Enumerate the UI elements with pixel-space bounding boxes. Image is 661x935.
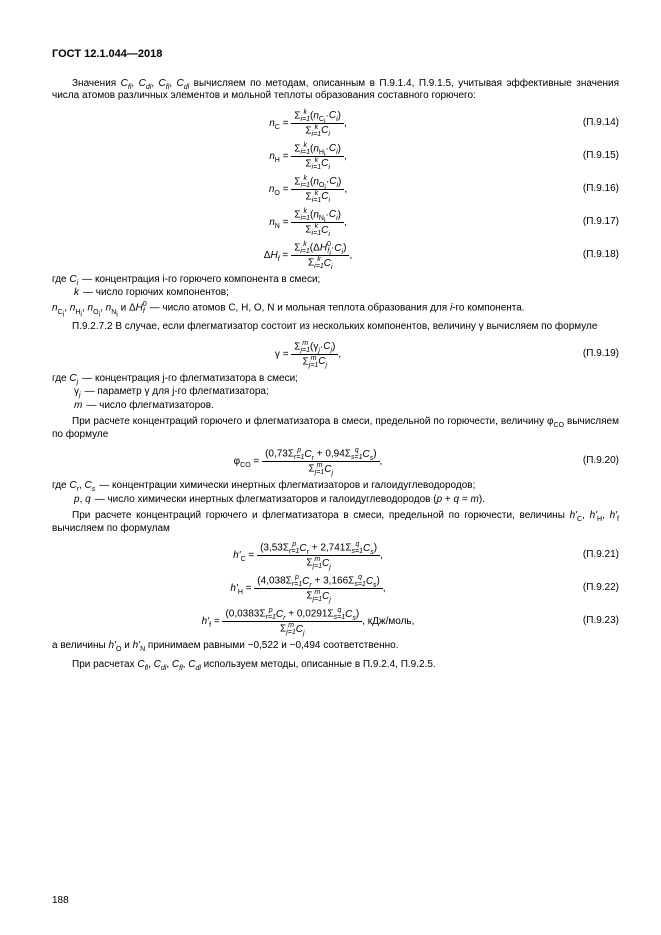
page-number: 188 xyxy=(52,895,69,908)
eq-tag: (П.9.19) xyxy=(564,348,619,361)
p9272: П.9.2.7.2 В случае, если флегматизатор с… xyxy=(52,321,619,334)
where-block-3: где Cr, Cs — концентрации химически инер… xyxy=(52,480,619,506)
page: ГОСТ 12.1.044—2018 Значения Cfl, Cdl, Cf… xyxy=(0,0,661,935)
para-6: При расчетах Cfl, Cdl, Cfl, Cdl использу… xyxy=(52,659,619,672)
where-block-1: где Ci — концентрация i-го горючего комп… xyxy=(52,274,619,315)
eq-tag: (П.9.21) xyxy=(564,549,619,562)
intro-para: Значения Cfl, Cdl, Cfl, Cdl вычисляем по… xyxy=(52,78,619,103)
para-h: При расчете концентраций горючего и флег… xyxy=(52,510,619,535)
eq-tag: (П.9.14) xyxy=(564,117,619,130)
where-block-2: где Cj — концентрация j-го флегматизатор… xyxy=(52,373,619,413)
eq-tag: (П.9.18) xyxy=(564,249,619,262)
eq-9-21: h'C = (3,53Σpr=1Cr + 2,741Σqs=1Cs) Σmj=1… xyxy=(52,541,619,570)
eq-tag: (П.9.23) xyxy=(564,615,619,628)
eq-tag: (П.9.20) xyxy=(564,455,619,468)
eq-9-20: φCO = (0,73Σpr=1Cr + 0,94Σqs=1Cs) Σmj=1C… xyxy=(52,447,619,476)
para-5: а величины h'O и h'N принимаем равными −… xyxy=(52,640,619,653)
para-phi: При расчете концентраций горючего и флег… xyxy=(52,416,619,441)
eq-9-19: γ = Σmj=1(γj·Cj) Σmj=1Cj , (П.9.19) xyxy=(52,340,619,369)
eq-tag: (П.9.16) xyxy=(564,183,619,196)
eq-tag: (П.9.17) xyxy=(564,216,619,229)
eq-tag: (П.9.22) xyxy=(564,582,619,595)
eq-9-16: nO = Σki=1(nOi·Ci) Σki=1Ci , (П.9.16) xyxy=(52,175,619,204)
doc-header: ГОСТ 12.1.044—2018 xyxy=(52,48,619,62)
eq-9-17: nN = Σki=1(nNi·Ci) Σki=1Ci , (П.9.17) xyxy=(52,208,619,237)
eq-tag: (П.9.15) xyxy=(564,150,619,163)
eq-9-14: nC = Σki=1(nCi·Ci) Σki=1Ci , (П.9.14) xyxy=(52,109,619,138)
eq-9-22: h'H = (4,038Σpr=1Cr + 3,166Σqs=1Cs) Σmj=… xyxy=(52,574,619,603)
eq-9-23: h'f = (0,0383Σpr=1Cr + 0,0291Σqs=1Cs) Σm… xyxy=(52,607,619,636)
eq-9-15: nH = Σki=1(nHi·Ci) Σki=1Ci , (П.9.15) xyxy=(52,142,619,171)
eq-9-18: ΔHf = Σki=1(ΔH0fi·Ci) Σki=1Ci , (П.9.18) xyxy=(52,241,619,270)
